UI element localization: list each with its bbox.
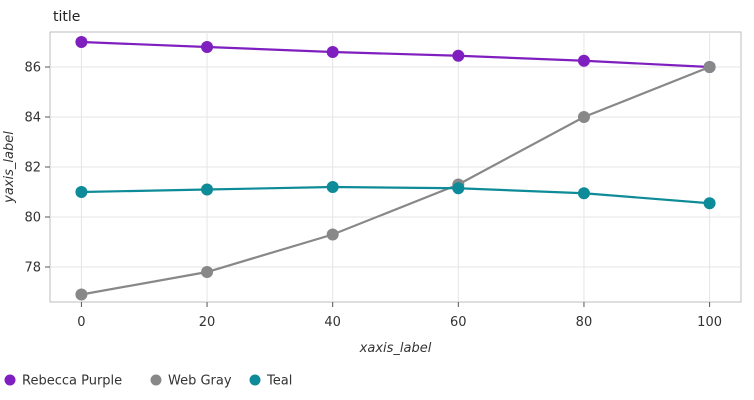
- legend: Rebecca Purple Web Gray Teal: [4, 374, 292, 389]
- x-tick-label: 60: [450, 315, 467, 330]
- ticks: 0 20 40 60 80 100 78 80 82 84 86: [24, 61, 722, 331]
- x-tick-label: 20: [199, 315, 216, 330]
- data-point-teal: [703, 197, 716, 210]
- series-teal: [75, 181, 716, 210]
- x-tick-label: 100: [697, 315, 722, 330]
- legend-item-rebecca-purple: Rebecca Purple: [4, 374, 122, 389]
- series-line-rebecca-purple: [81, 40, 710, 69]
- data-point-teal: [201, 183, 214, 196]
- data-point-rebecca-purple: [201, 41, 214, 53]
- data-point-web-gray: [75, 288, 88, 301]
- series-line-teal: [81, 185, 710, 205]
- x-tick-label: 40: [324, 315, 341, 330]
- data-point-teal: [577, 187, 590, 200]
- data-point-web-gray: [703, 61, 716, 73]
- data-point-web-gray: [577, 111, 590, 123]
- x-axis-label: xaxis_label: [359, 341, 432, 356]
- legend-item-web-gray: Web Gray: [150, 374, 232, 389]
- chart-title: title: [53, 9, 80, 25]
- series-layer: [75, 36, 716, 301]
- y-axis-label: yaxis_label: [2, 131, 17, 204]
- legend-label: Web Gray: [168, 374, 232, 389]
- series-rebecca-purple: [75, 36, 716, 73]
- y-tick-label: 86: [24, 61, 41, 76]
- legend-marker: [249, 374, 261, 386]
- x-tick-label: 0: [77, 315, 85, 330]
- data-point-rebecca-purple: [326, 46, 339, 58]
- data-point-web-gray: [201, 266, 214, 278]
- legend-label: Teal: [266, 374, 292, 389]
- y-tick-label: 80: [24, 211, 41, 226]
- legend-marker: [4, 374, 16, 386]
- y-tick-label: 78: [24, 261, 41, 276]
- data-point-teal: [326, 181, 339, 193]
- data-point-teal: [75, 186, 88, 198]
- grid: [50, 32, 741, 302]
- series-line-web-gray: [81, 65, 710, 296]
- data-point-rebecca-purple: [75, 36, 88, 48]
- data-point-web-gray: [326, 228, 339, 241]
- legend-marker: [150, 374, 162, 386]
- data-point-teal: [452, 182, 465, 195]
- y-tick-label: 82: [24, 161, 41, 176]
- data-point-rebecca-purple: [577, 54, 590, 67]
- legend-label: Rebecca Purple: [22, 374, 122, 389]
- y-tick-label: 84: [24, 111, 41, 126]
- x-tick-label: 80: [576, 315, 593, 330]
- data-point-rebecca-purple: [452, 49, 465, 62]
- legend-item-teal: Teal: [249, 374, 292, 389]
